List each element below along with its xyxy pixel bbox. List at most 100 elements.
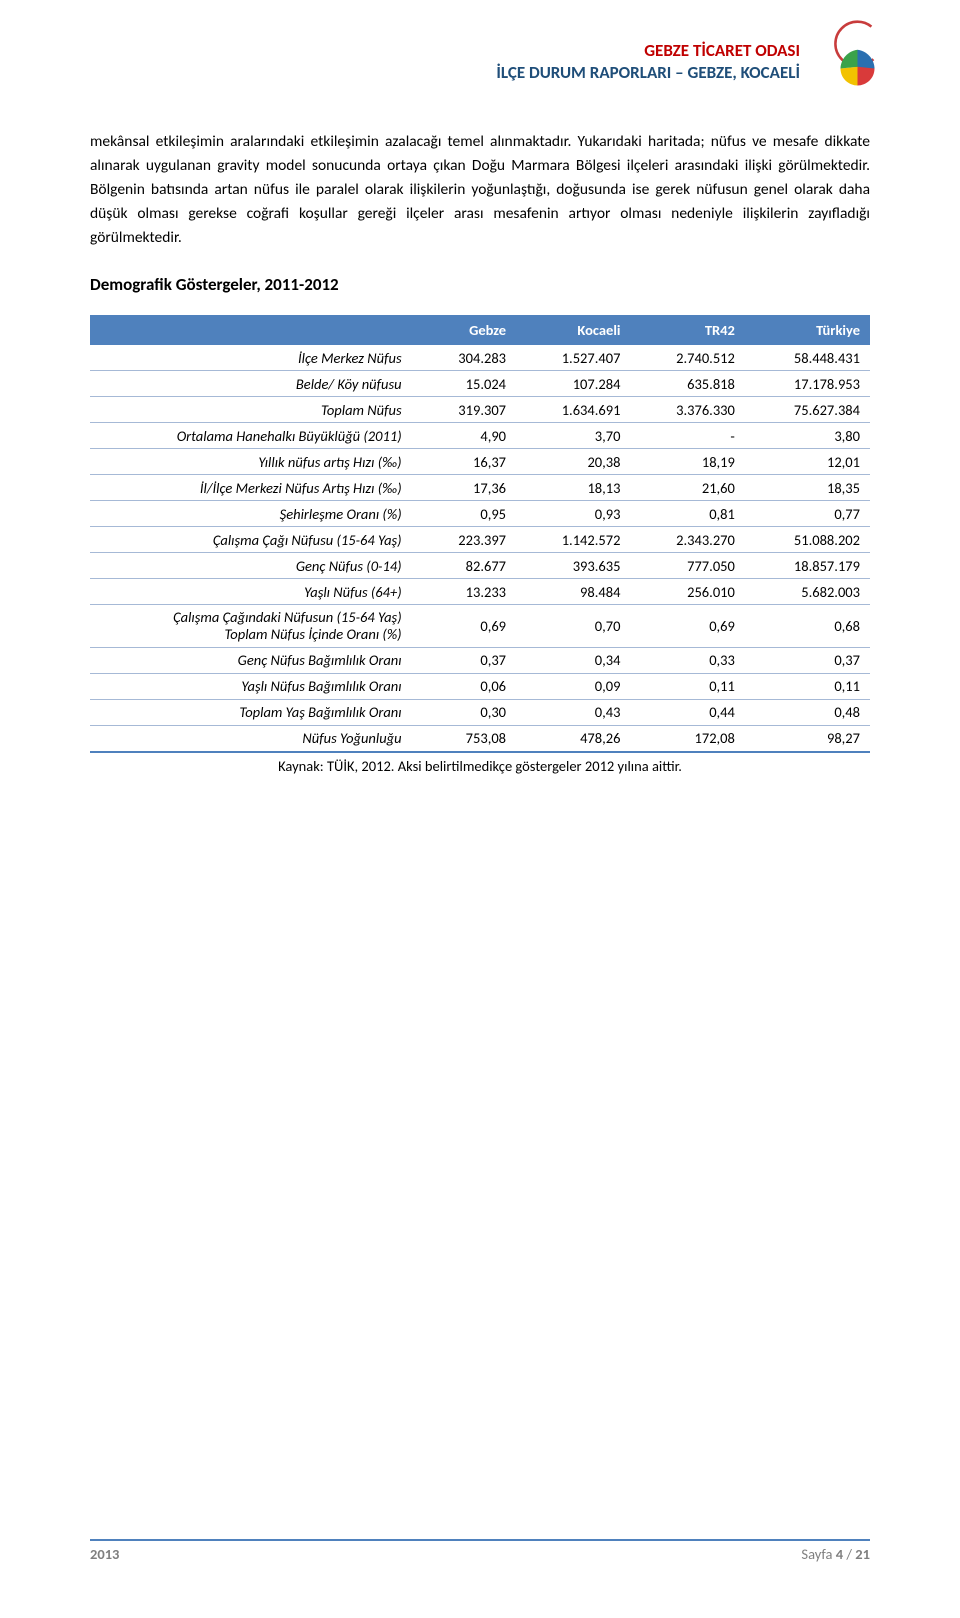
row-value: 18,13 (516, 475, 630, 501)
table-row: Nüfus Yoğunluğu753,08478,26172,0898,27 (90, 725, 870, 752)
row-value: 0,34 (516, 647, 630, 673)
row-label: Çalışma Çağı Nüfusu (15-64 Yaş) (90, 527, 418, 553)
row-value: 0,48 (745, 699, 870, 725)
page-header: GEBZE TİCARET ODASI İLÇE DURUM RAPORLARI… (90, 40, 870, 110)
page-footer: 2013 Sayfa 4 / 21 (90, 1539, 870, 1563)
row-value: 0,70 (516, 605, 630, 648)
table-row: Yıllık nüfus artış Hızı (‰)16,3720,3818,… (90, 449, 870, 475)
row-value: 0,68 (745, 605, 870, 648)
row-value: 0,77 (745, 501, 870, 527)
row-value: 0,11 (630, 673, 744, 699)
row-value: 3.376.330 (630, 397, 744, 423)
table-header-row: Gebze Kocaeli TR42 Türkiye (90, 316, 870, 344)
source-note: Kaynak: TÜİK, 2012. Aksi belirtilmedikçe… (90, 757, 870, 775)
row-value: 777.050 (630, 553, 744, 579)
col-header: Kocaeli (516, 316, 630, 344)
row-value: 0,06 (418, 673, 516, 699)
table-row: İlçe Merkez Nüfus304.2831.527.4072.740.5… (90, 344, 870, 371)
row-value: 635.818 (630, 371, 744, 397)
row-label: Toplam Nüfus (90, 397, 418, 423)
row-label: Toplam Yaş Bağımlılık Oranı (90, 699, 418, 725)
row-label: Belde/ Köy nüfusu (90, 371, 418, 397)
demographics-table: Gebze Kocaeli TR42 Türkiye İlçe Merkez N… (90, 315, 870, 753)
row-value: 20,38 (516, 449, 630, 475)
row-label: Ortalama Hanehalkı Büyüklüğü (2011) (90, 423, 418, 449)
footer-page-number: Sayfa 4 / 21 (801, 1545, 870, 1563)
row-value: 51.088.202 (745, 527, 870, 553)
table-row: Toplam Nüfus319.3071.634.6913.376.33075.… (90, 397, 870, 423)
row-value: 753,08 (418, 725, 516, 752)
table-row: Genç Nüfus (0-14)82.677393.635777.05018.… (90, 553, 870, 579)
table-row: Yaşlı Nüfus (64+)13.23398.484256.0105.68… (90, 579, 870, 605)
header-org-name: GEBZE TİCARET ODASI (496, 40, 800, 62)
row-value: 5.682.003 (745, 579, 870, 605)
row-value: 98,27 (745, 725, 870, 752)
row-label: Nüfus Yoğunluğu (90, 725, 418, 752)
col-header (90, 316, 418, 344)
col-header: TR42 (630, 316, 744, 344)
row-label: Genç Nüfus (0-14) (90, 553, 418, 579)
row-value: 1.634.691 (516, 397, 630, 423)
table-row: Çalışma Çağı Nüfusu (15-64 Yaş)223.3971.… (90, 527, 870, 553)
row-label: Genç Nüfus Bağımlılık Oranı (90, 647, 418, 673)
row-label: Şehirleşme Oranı (%) (90, 501, 418, 527)
row-value: 107.284 (516, 371, 630, 397)
row-value: 18,35 (745, 475, 870, 501)
footer-year: 2013 (90, 1545, 119, 1563)
row-value: 478,26 (516, 725, 630, 752)
row-value: 75.627.384 (745, 397, 870, 423)
table-row: Belde/ Köy nüfusu15.024107.284635.81817.… (90, 371, 870, 397)
row-value: 0,69 (418, 605, 516, 648)
row-value: 2.740.512 (630, 344, 744, 371)
table-row: Toplam Yaş Bağımlılık Oranı0,300,430,440… (90, 699, 870, 725)
col-header: Gebze (418, 316, 516, 344)
row-value: 82.677 (418, 553, 516, 579)
row-label: Yıllık nüfus artış Hızı (‰) (90, 449, 418, 475)
row-value: 18,19 (630, 449, 744, 475)
row-value: 17,36 (418, 475, 516, 501)
row-label: İl/İlçe Merkezi Nüfus Artış Hızı (‰) (90, 475, 418, 501)
row-value: 172,08 (630, 725, 744, 752)
body-paragraph: mekânsal etkileşimin aralarındaki etkile… (90, 130, 870, 250)
row-value: 223.397 (418, 527, 516, 553)
row-value: 12,01 (745, 449, 870, 475)
row-value: 319.307 (418, 397, 516, 423)
org-logo-icon (815, 20, 900, 105)
row-value: 4,90 (418, 423, 516, 449)
row-value: 1.527.407 (516, 344, 630, 371)
row-value: 3,80 (745, 423, 870, 449)
row-value: 17.178.953 (745, 371, 870, 397)
table-row: Genç Nüfus Bağımlılık Oranı0,370,340,330… (90, 647, 870, 673)
row-value: 3,70 (516, 423, 630, 449)
table-row: İl/İlçe Merkezi Nüfus Artış Hızı (‰)17,3… (90, 475, 870, 501)
footer-page-sep: / (843, 1545, 855, 1563)
row-value: 256.010 (630, 579, 744, 605)
row-label: Yaşlı Nüfus (64+) (90, 579, 418, 605)
row-value: 393.635 (516, 553, 630, 579)
row-value: 15.024 (418, 371, 516, 397)
row-value: - (630, 423, 744, 449)
row-value: 0,37 (745, 647, 870, 673)
row-value: 1.142.572 (516, 527, 630, 553)
row-value: 0,93 (516, 501, 630, 527)
section-heading: Demografik Göstergeler, 2011-2012 (90, 274, 870, 295)
footer-page-total: 21 (855, 1545, 870, 1563)
row-value: 304.283 (418, 344, 516, 371)
table-row: Şehirleşme Oranı (%)0,950,930,810,77 (90, 501, 870, 527)
table-row: Yaşlı Nüfus Bağımlılık Oranı0,060,090,11… (90, 673, 870, 699)
row-value: 0,37 (418, 647, 516, 673)
row-value: 13.233 (418, 579, 516, 605)
row-label: Çalışma Çağındaki Nüfusun (15-64 Yaş)Top… (90, 605, 418, 648)
row-value: 0,33 (630, 647, 744, 673)
row-value: 0,95 (418, 501, 516, 527)
document-page: GEBZE TİCARET ODASI İLÇE DURUM RAPORLARI… (0, 0, 960, 1618)
row-value: 0,43 (516, 699, 630, 725)
row-value: 0,11 (745, 673, 870, 699)
row-value: 0,69 (630, 605, 744, 648)
row-value: 58.448.431 (745, 344, 870, 371)
row-label: İlçe Merkez Nüfus (90, 344, 418, 371)
row-value: 0,81 (630, 501, 744, 527)
col-header: Türkiye (745, 316, 870, 344)
row-label: Yaşlı Nüfus Bağımlılık Oranı (90, 673, 418, 699)
header-report-title: İLÇE DURUM RAPORLARI – GEBZE, KOCAELİ (496, 62, 800, 84)
